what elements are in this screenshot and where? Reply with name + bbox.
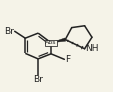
- Text: Br: Br: [4, 27, 14, 36]
- Bar: [45, 40, 56, 46]
- Text: F: F: [65, 55, 70, 64]
- Polygon shape: [51, 38, 65, 43]
- Text: Abs: Abs: [45, 40, 56, 45]
- Text: Br: Br: [33, 75, 43, 84]
- Text: NH: NH: [85, 44, 98, 53]
